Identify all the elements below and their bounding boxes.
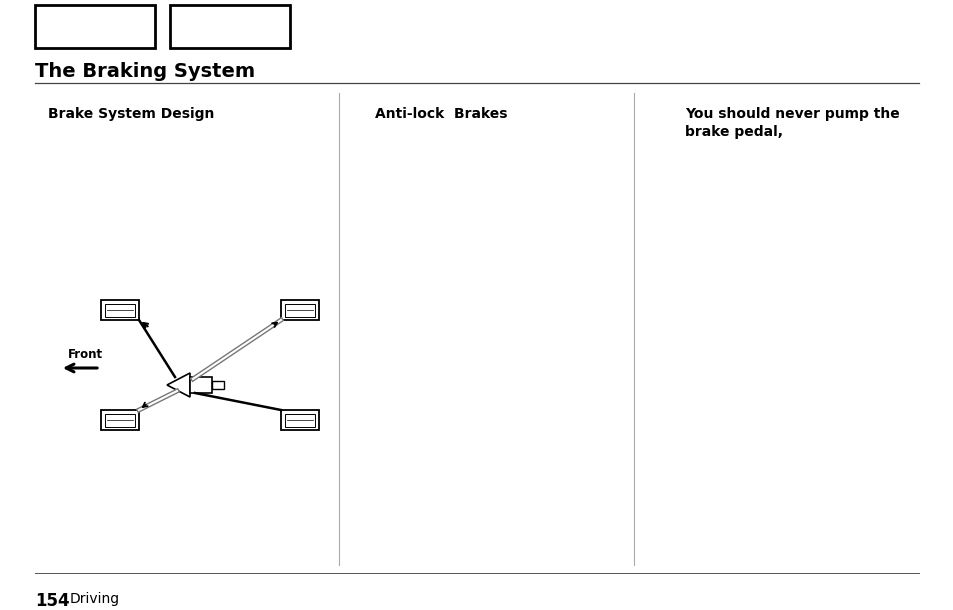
Text: Front: Front: [68, 348, 103, 361]
Text: You should never pump the
brake pedal,: You should never pump the brake pedal,: [684, 107, 899, 140]
Bar: [101, 410, 139, 430]
Bar: [281, 300, 318, 320]
Text: Anti-lock  Brakes: Anti-lock Brakes: [375, 107, 507, 121]
Bar: [105, 304, 135, 317]
Text: The Braking System: The Braking System: [35, 62, 254, 81]
Bar: [35, 5, 154, 48]
Bar: [170, 5, 290, 48]
Bar: [190, 377, 212, 393]
Polygon shape: [167, 373, 190, 397]
Text: Brake System Design: Brake System Design: [48, 107, 214, 121]
Text: 154: 154: [35, 592, 70, 610]
Text: Driving: Driving: [70, 592, 120, 606]
Bar: [212, 381, 224, 389]
Bar: [285, 414, 314, 426]
Bar: [101, 300, 139, 320]
Bar: [281, 410, 318, 430]
Bar: [285, 304, 314, 317]
Bar: [105, 414, 135, 426]
